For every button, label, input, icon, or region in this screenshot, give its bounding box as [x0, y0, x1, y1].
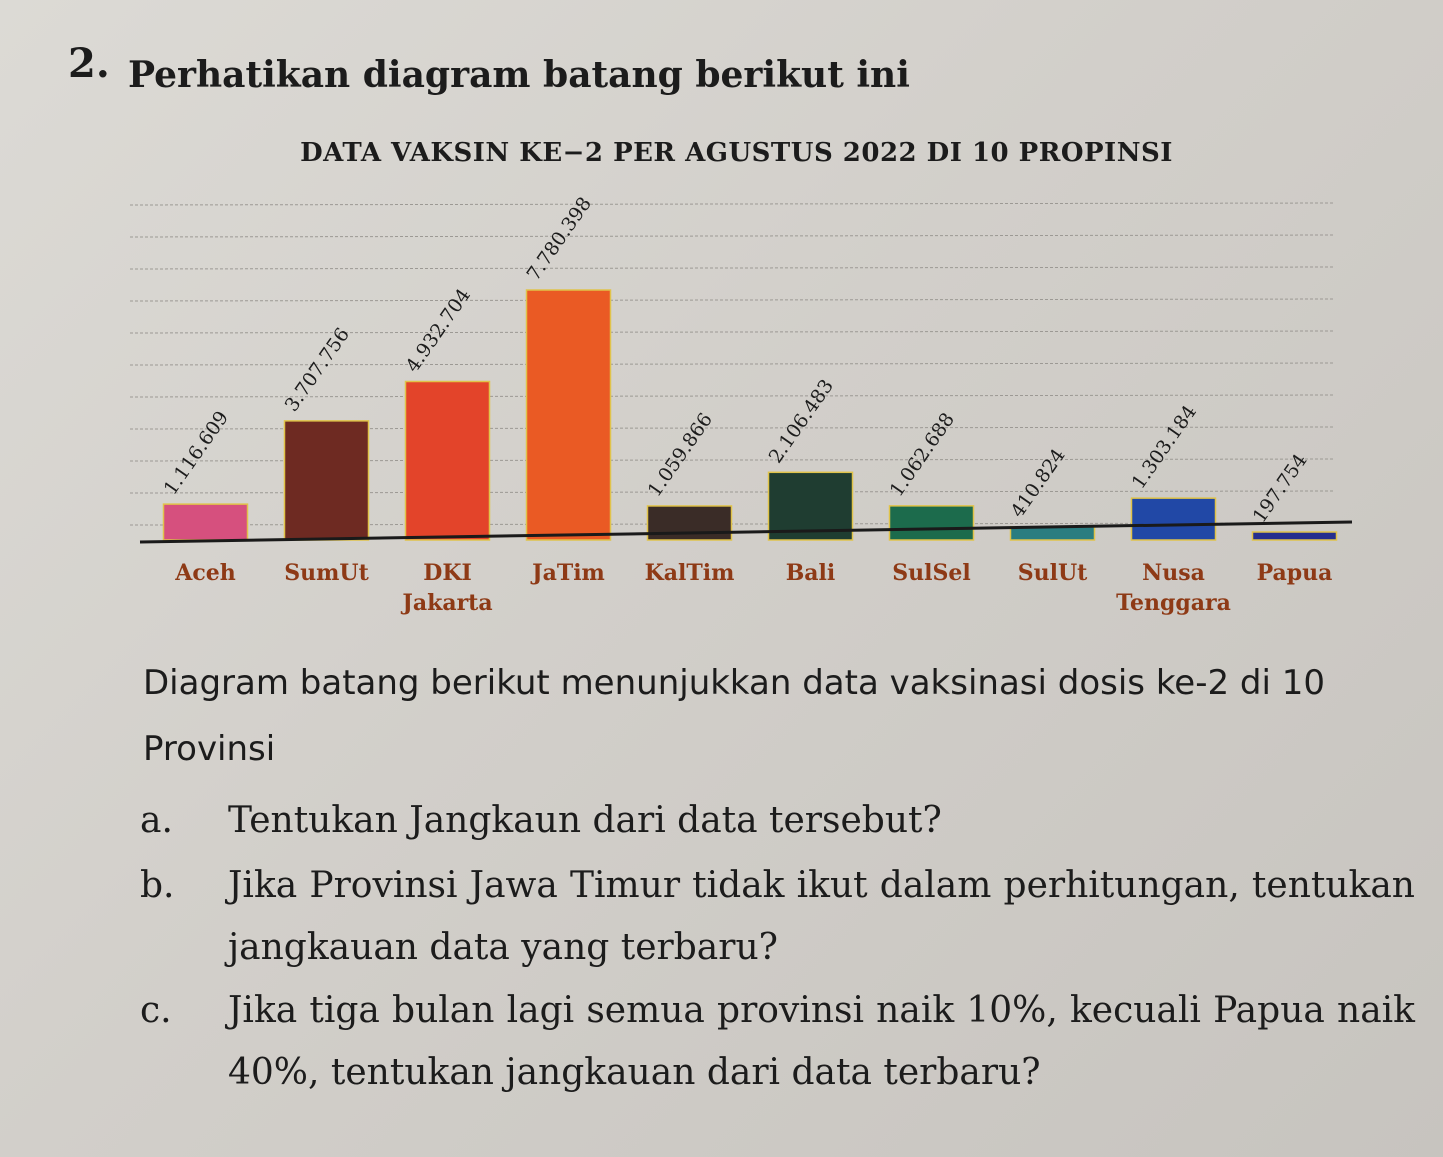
grid-line	[129, 362, 1336, 366]
grid-line	[129, 202, 1336, 206]
bar-nusa-tenggara	[1130, 497, 1217, 541]
category-label: SulSel	[892, 560, 970, 586]
grid-line	[129, 266, 1336, 270]
sub-question-a: a. Tentukan Jangkaun dari data tersebut?	[140, 790, 1415, 852]
data-label: 2.106.483	[765, 375, 838, 467]
data-label: 3.707.756	[281, 324, 354, 416]
data-label: 197.754	[1249, 450, 1312, 527]
grid-line	[129, 234, 1336, 238]
bar-chart: 1.116.609 Aceh 3.707.756 SumUt 4.932.704 DKI J…	[129, 193, 1353, 616]
grid-line	[129, 298, 1336, 302]
chart-title: DATA VAKSIN KE−2 PER AGUSTUS 2022 DI 10 …	[300, 138, 1173, 168]
data-label: 410.824	[1007, 445, 1070, 522]
category-label: Bali	[786, 560, 836, 586]
sub-question-letter: c.	[140, 990, 172, 1031]
data-label: 1.303.184	[1128, 401, 1201, 493]
data-label: 1.062.688	[886, 409, 959, 501]
data-label: 1.116.609	[160, 407, 233, 499]
bar-sumut	[283, 420, 370, 541]
data-label: 4.932.704	[402, 285, 475, 377]
category-label: SulUt	[1018, 560, 1088, 586]
chart-description: Diagram batang berikut menunjukkan data …	[143, 663, 1326, 769]
grid-line	[129, 330, 1336, 334]
category-label: Nusa	[1142, 560, 1205, 586]
bar-aceh	[162, 503, 249, 541]
category-label: Tenggara	[1116, 590, 1231, 616]
grid-line	[129, 394, 1336, 398]
category-label: KalTim	[645, 560, 735, 586]
category-label: Aceh	[174, 560, 235, 586]
sub-question-text: Tentukan Jangkaun dari data tersebut?	[228, 800, 942, 841]
question-intro: Perhatikan diagram batang berikut ini	[128, 54, 910, 96]
sub-question-letter: a.	[140, 800, 173, 841]
bar-jatim	[525, 289, 612, 541]
bar-papua	[1251, 531, 1338, 541]
category-label: DKI	[423, 560, 472, 586]
category-label: SumUt	[284, 560, 369, 586]
bar-bali	[767, 471, 854, 541]
sub-question-text: Jika tiga bulan lagi semua provinsi naik…	[228, 990, 1415, 1093]
bar-dki-jakarta	[404, 380, 491, 541]
sub-question-text: Jika Provinsi Jawa Timur tidak ikut dala…	[228, 865, 1415, 968]
data-label: 1.059.866	[644, 409, 717, 501]
category-label: JaTim	[530, 560, 605, 586]
sub-question-b: b. Jika Provinsi Jawa Timur tidak ikut d…	[140, 855, 1415, 979]
sub-question-letter: b.	[140, 865, 175, 906]
category-label: Papua	[1257, 560, 1333, 586]
data-label: 7.780.398	[523, 193, 596, 285]
bar-sulsel	[888, 505, 975, 541]
sub-question-c: c. Jika tiga bulan lagi semua provinsi n…	[140, 980, 1415, 1104]
x-axis-line	[139, 520, 1353, 544]
category-label: Jakarta	[400, 590, 492, 616]
question-number: 2.	[68, 40, 110, 87]
